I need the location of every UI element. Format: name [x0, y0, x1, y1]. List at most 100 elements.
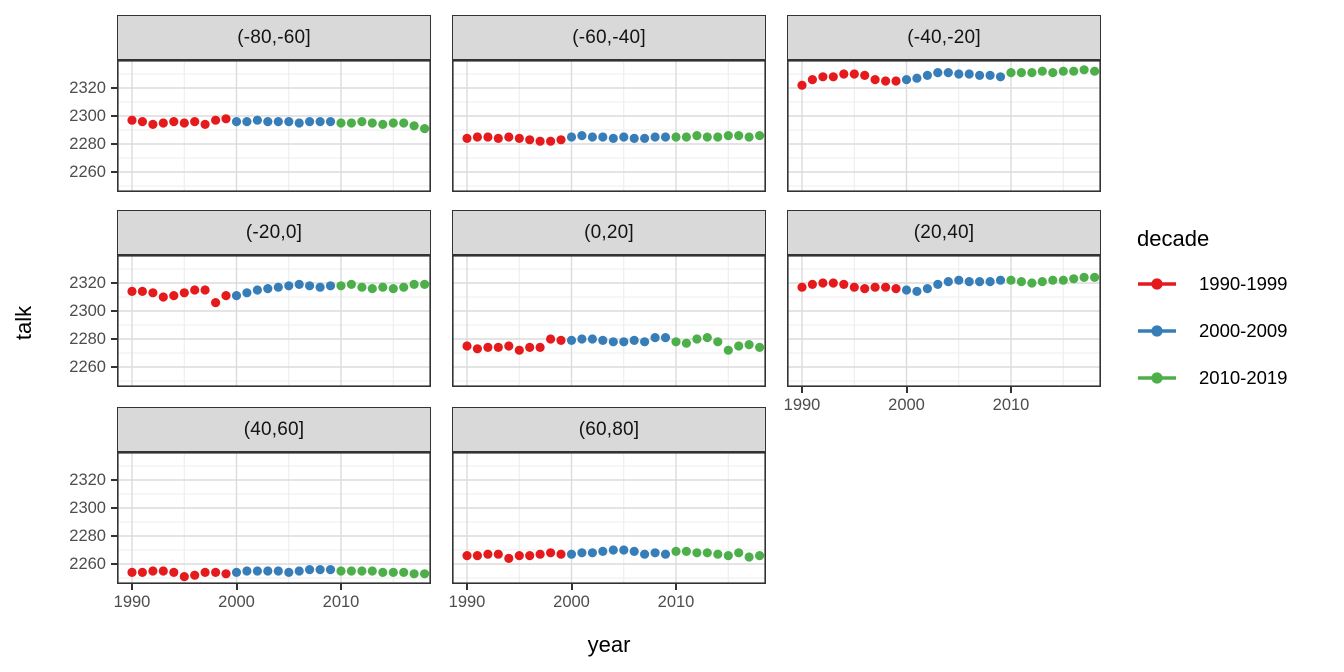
data-point: [587, 548, 597, 558]
data-point: [242, 566, 252, 576]
data-point: [420, 569, 430, 579]
data-point: [556, 335, 566, 345]
y-tick-mark: [111, 338, 117, 340]
data-point: [1006, 68, 1016, 78]
data-point: [640, 133, 650, 143]
facet-strip: (-80,-60]: [117, 15, 431, 60]
data-point: [535, 136, 545, 146]
facet-panel: [117, 255, 431, 387]
data-point: [671, 132, 681, 142]
data-point: [891, 76, 901, 86]
minor-gridlines: [117, 255, 431, 387]
data-point: [504, 553, 514, 563]
data-point: [409, 279, 419, 289]
y-tick-mark: [111, 143, 117, 145]
legend-entry-label: 2010-2019: [1199, 367, 1288, 388]
data-point: [1016, 277, 1026, 287]
data-point: [346, 279, 356, 289]
x-tick-label: 2000: [218, 593, 255, 611]
data-point: [137, 117, 147, 127]
data-point: [692, 334, 702, 344]
data-point: [1048, 68, 1058, 78]
data-point: [252, 566, 262, 576]
data-point: [901, 285, 912, 295]
data-point: [409, 121, 419, 131]
data-point: [839, 279, 849, 289]
x-tick-mark: [466, 584, 468, 590]
facet-strip: (20,40]: [787, 210, 1101, 255]
data-point: [169, 117, 179, 127]
data-point: [472, 132, 482, 142]
data-point: [504, 341, 514, 351]
data-point: [860, 70, 870, 80]
data-point: [179, 572, 189, 582]
data-point: [273, 117, 283, 127]
data-point: [1090, 66, 1100, 76]
points-1990-1999: [462, 548, 566, 563]
data-point: [964, 69, 974, 79]
minor-gridlines: [117, 452, 431, 584]
x-tick-mark: [131, 584, 133, 590]
legend-entry: 1990-1999: [1137, 269, 1287, 299]
data-point: [294, 279, 304, 289]
panel-border: [117, 452, 431, 584]
y-tick-label: 2300: [69, 302, 106, 320]
data-point: [598, 335, 608, 345]
data-point: [263, 284, 273, 294]
facet-panel: [787, 255, 1101, 387]
major-gridlines: [117, 452, 431, 584]
y-tick-mark: [111, 87, 117, 89]
data-point: [1037, 66, 1047, 76]
data-point: [818, 278, 828, 288]
minor-gridlines: [452, 60, 766, 192]
data-point: [849, 282, 859, 292]
data-point: [954, 275, 964, 285]
data-point: [158, 566, 168, 576]
data-point: [127, 567, 137, 577]
panel-border: [452, 452, 766, 584]
data-point: [598, 546, 608, 556]
points-1990-1999: [127, 114, 231, 129]
data-point: [200, 119, 210, 129]
data-point: [744, 132, 754, 142]
data-point: [127, 115, 137, 125]
points-2000-2009: [231, 279, 336, 301]
data-point: [681, 546, 691, 556]
data-point: [608, 545, 618, 555]
data-point: [1016, 68, 1026, 78]
data-point: [305, 281, 315, 291]
data-point: [1090, 272, 1100, 282]
x-tick-mark: [905, 387, 908, 393]
data-point: [1069, 66, 1079, 76]
data-point: [577, 131, 587, 141]
data-point: [650, 333, 660, 343]
data-point: [263, 117, 273, 127]
data-point: [566, 335, 577, 345]
legend-title: decade: [1137, 226, 1210, 251]
major-gridlines: [452, 255, 766, 387]
data-point: [577, 334, 587, 344]
y-tick-mark: [111, 479, 117, 481]
data-point: [200, 285, 210, 295]
x-tick-mark: [340, 584, 342, 590]
data-point: [284, 567, 294, 577]
points-2000-2009: [566, 333, 671, 347]
facet-strip-label: (40,60]: [243, 418, 305, 440]
data-point: [252, 115, 262, 125]
data-point: [587, 132, 597, 142]
x-axis-title: year: [587, 632, 631, 657]
data-point: [336, 118, 346, 128]
major-gridlines: [452, 452, 766, 584]
data-point: [169, 567, 179, 577]
y-tick-label: 2280: [69, 527, 106, 545]
data-point: [367, 284, 377, 294]
data-point: [681, 132, 691, 142]
points-2010-2019: [1006, 65, 1100, 78]
data-point: [912, 286, 922, 296]
data-point: [231, 567, 242, 577]
facet-panel: [117, 60, 431, 192]
panel-border: [452, 255, 766, 387]
data-point: [357, 566, 367, 576]
data-point: [744, 340, 754, 350]
data-point: [399, 118, 409, 128]
